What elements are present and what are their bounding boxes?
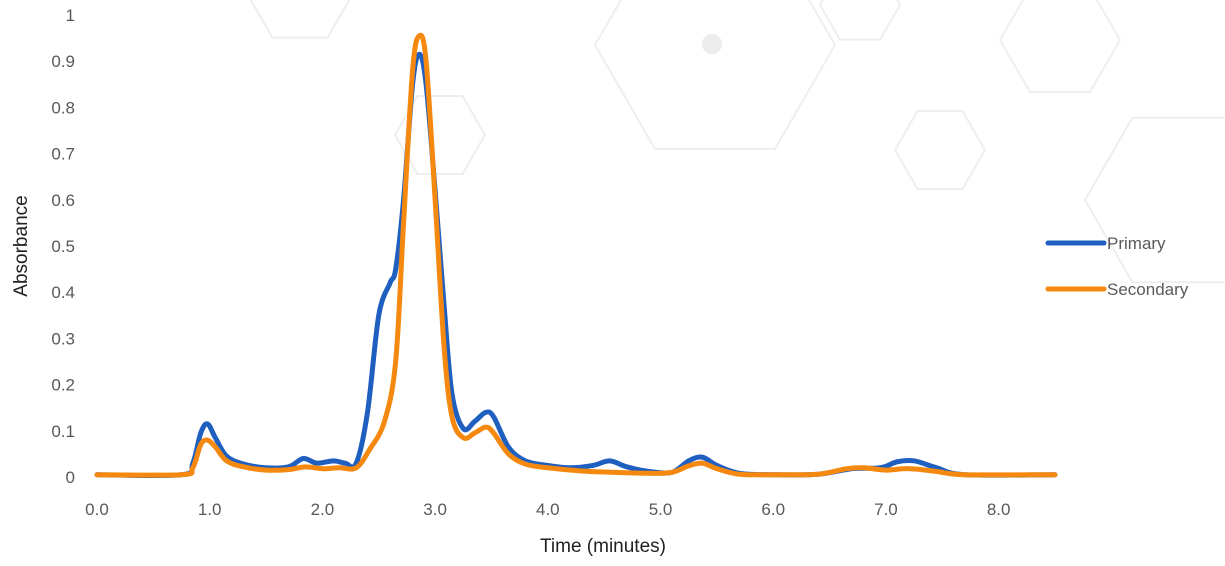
x-tick-label: 2.0 bbox=[311, 500, 335, 519]
x-axis-title: Time (minutes) bbox=[540, 536, 666, 557]
background-hexagon bbox=[998, 0, 1122, 93]
y-tick-label: 0.2 bbox=[51, 376, 75, 395]
y-tick-label: 0.7 bbox=[51, 145, 75, 164]
x-tick-label: 0.0 bbox=[85, 500, 109, 519]
background-hexagon bbox=[393, 95, 487, 175]
series-line-primary bbox=[94, 51, 1058, 479]
hexagon-watermark bbox=[249, 0, 1225, 284]
y-tick-label: 0.5 bbox=[51, 237, 75, 256]
y-tick-label: 1 bbox=[66, 6, 75, 25]
x-tick-label: 3.0 bbox=[423, 500, 447, 519]
x-tick-label: 5.0 bbox=[649, 500, 673, 519]
background-hexagon bbox=[818, 0, 902, 41]
y-tick-label: 0.9 bbox=[51, 52, 75, 71]
y-tick-label: 0 bbox=[66, 468, 75, 487]
background-hexagon bbox=[893, 110, 987, 190]
legend-label-secondary: Secondary bbox=[1107, 280, 1189, 299]
x-tick-label: 6.0 bbox=[761, 500, 785, 519]
x-tick-label: 7.0 bbox=[874, 500, 898, 519]
y-axis-title: Absorbance bbox=[11, 195, 32, 296]
y-axis: 0 0.1 0.2 0.3 0.4 0.5 0.6 0.7 0.8 0.9 1 bbox=[51, 6, 75, 487]
series-line-secondary bbox=[94, 32, 1058, 478]
legend-label-primary: Primary bbox=[1107, 234, 1166, 253]
x-tick-label: 8.0 bbox=[987, 500, 1011, 519]
background-hexagon bbox=[1083, 116, 1225, 284]
x-tick-label: 1.0 bbox=[198, 500, 222, 519]
y-tick-label: 0.3 bbox=[51, 329, 75, 348]
y-tick-label: 0.8 bbox=[51, 98, 75, 117]
y-tick-label: 0.4 bbox=[51, 283, 75, 302]
y-tick-label: 0.1 bbox=[51, 422, 75, 441]
legend: Primary Secondary bbox=[1045, 234, 1189, 299]
background-hexagon bbox=[593, 0, 837, 150]
x-tick-label: 4.0 bbox=[536, 500, 560, 519]
background-hexagon bbox=[249, 0, 351, 39]
x-axis: 0.0 1.0 2.0 3.0 4.0 5.0 6.0 7.0 8.0 bbox=[85, 500, 1010, 519]
series-layer bbox=[94, 32, 1058, 479]
y-tick-label: 0.6 bbox=[51, 191, 75, 210]
background-dot bbox=[702, 34, 722, 54]
